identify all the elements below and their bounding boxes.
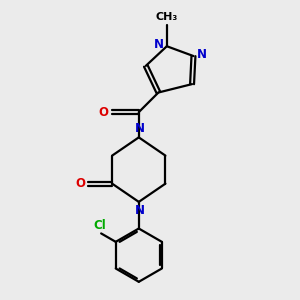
Text: N: N	[135, 204, 145, 217]
Text: Cl: Cl	[93, 219, 106, 232]
Text: O: O	[99, 106, 109, 118]
Text: N: N	[135, 122, 145, 135]
Text: CH₃: CH₃	[156, 12, 178, 22]
Text: O: O	[75, 177, 85, 190]
Text: N: N	[154, 38, 164, 51]
Text: N: N	[197, 48, 207, 61]
